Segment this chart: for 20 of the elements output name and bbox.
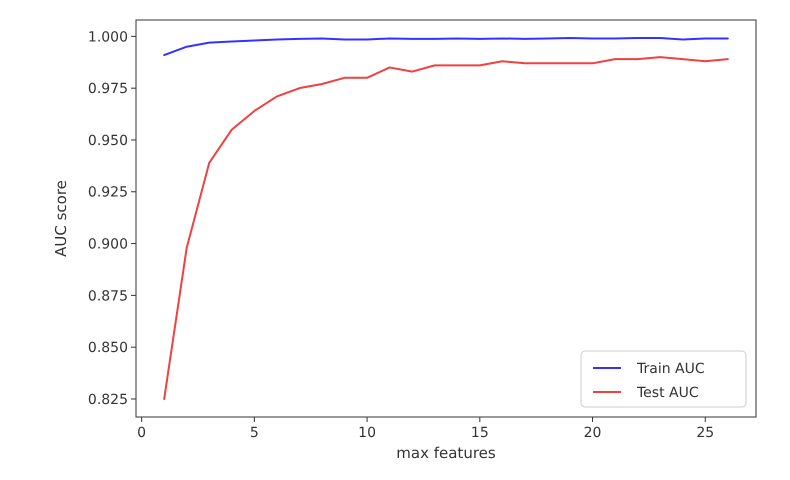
y-tick-label: 0.950 — [88, 132, 128, 149]
x-tick-label: 25 — [696, 425, 714, 441]
y-axis-title: AUC score — [52, 180, 70, 257]
y-tick-label: 0.825 — [88, 392, 128, 408]
y-tick-label: 0.900 — [88, 236, 128, 252]
y-tick-label: 0.975 — [88, 81, 128, 98]
x-tick-label: 0 — [137, 425, 146, 441]
x-axis-title: max features — [396, 444, 496, 462]
line-series — [163, 56, 729, 400]
y-tick-label: 0.850 — [88, 340, 128, 356]
y-tick-label: 0.875 — [88, 288, 128, 304]
y-tick-label: 0.925 — [88, 184, 128, 201]
x-tick-label: 20 — [584, 425, 602, 441]
legend-label: Test AUC — [636, 384, 699, 401]
line-series — [163, 37, 729, 56]
x-tick-label: 5 — [250, 425, 259, 441]
legend-label: Train AUC — [636, 360, 705, 377]
y-tick-label: 1.000 — [88, 29, 128, 46]
x-tick-label: 10 — [358, 425, 376, 441]
x-tick-label: 15 — [470, 425, 489, 441]
